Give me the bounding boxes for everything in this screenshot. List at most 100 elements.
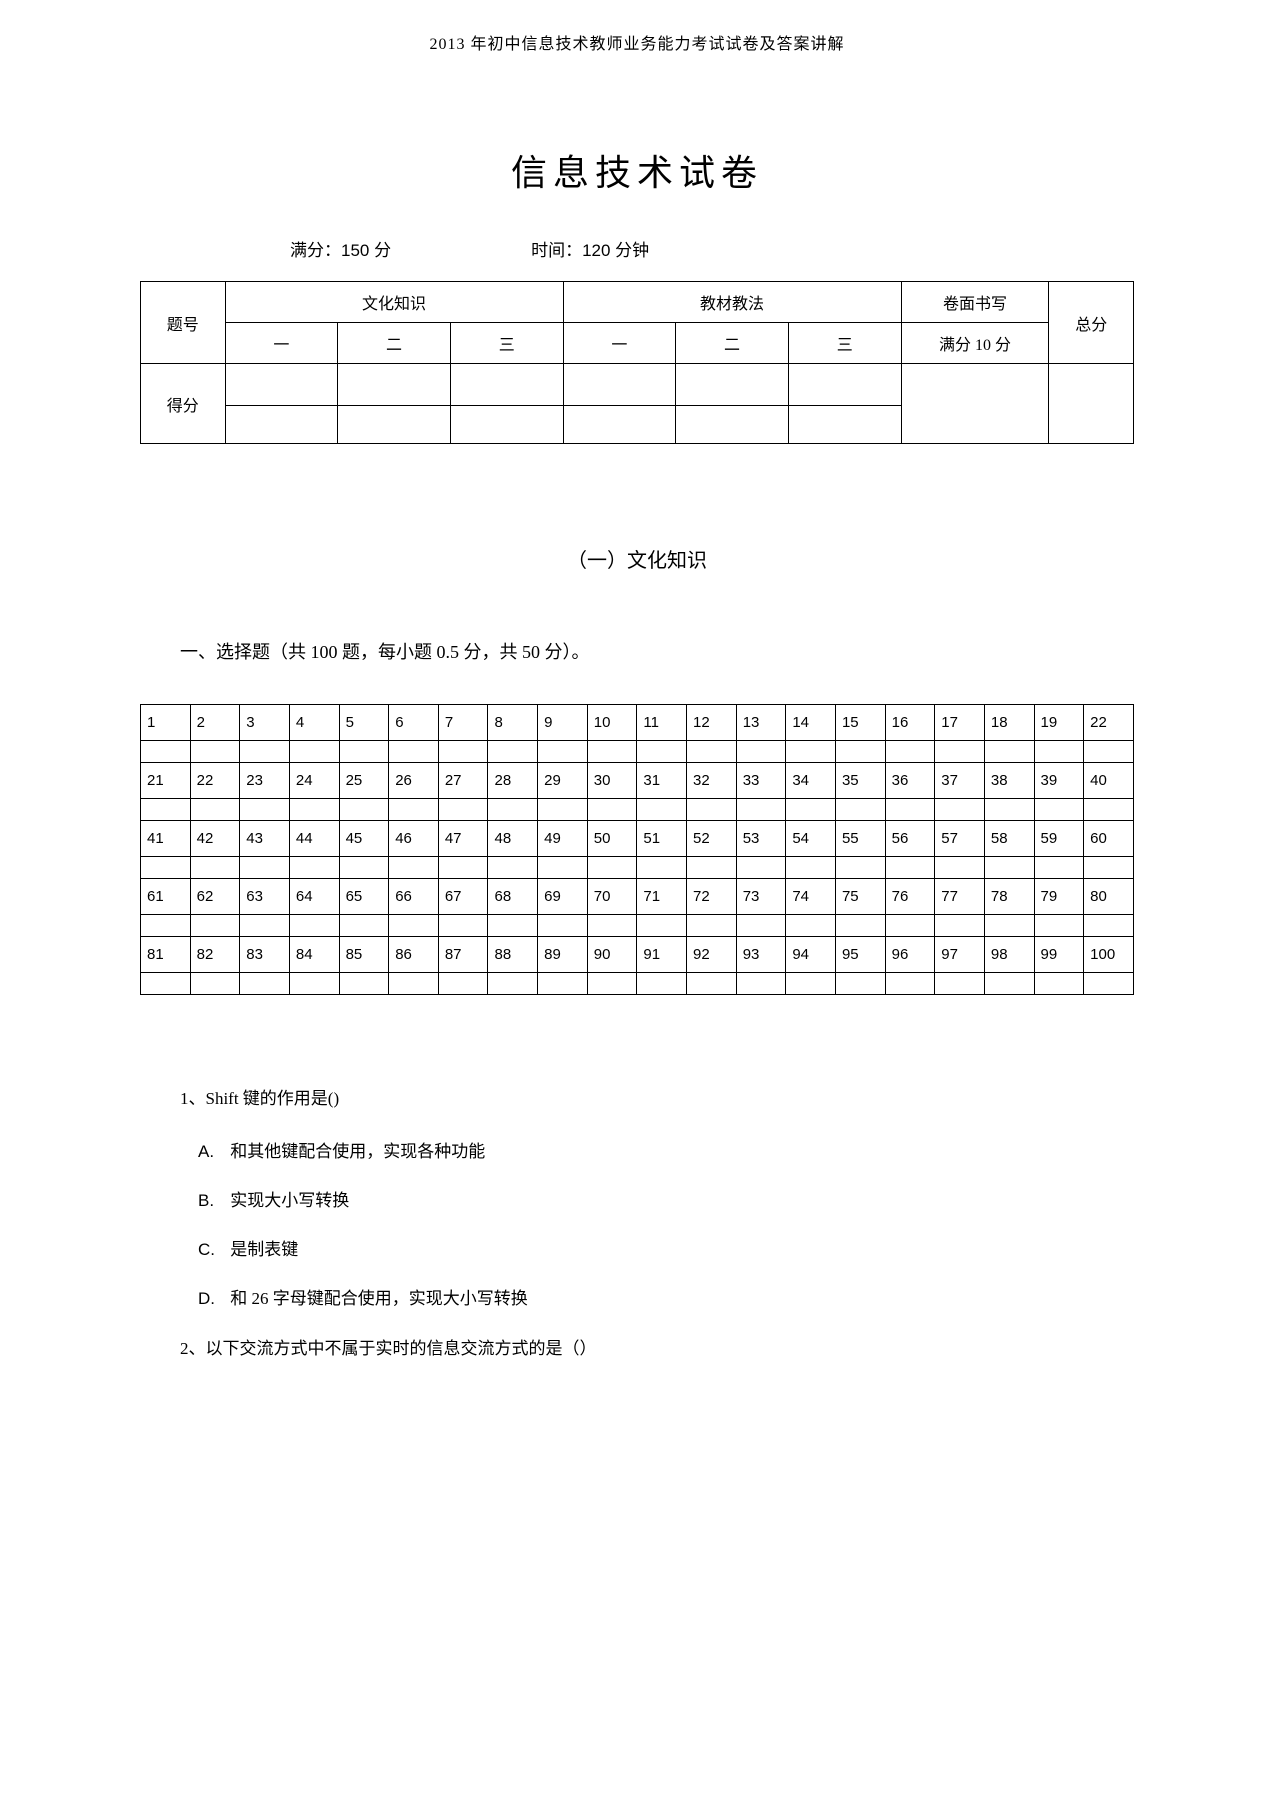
answer-grid-number-cell: 53 bbox=[736, 821, 786, 857]
answer-grid-answer-cell bbox=[935, 741, 985, 763]
answer-grid-number-cell: 38 bbox=[984, 763, 1034, 799]
answer-grid-answer-cell bbox=[984, 857, 1034, 879]
option-text: 是制表键 bbox=[230, 1240, 298, 1259]
answer-grid-answer-cell bbox=[538, 799, 588, 821]
answer-grid-answer-cell bbox=[141, 973, 191, 995]
answer-grid-answer-cell bbox=[141, 799, 191, 821]
answer-grid-number-cell: 73 bbox=[736, 879, 786, 915]
answer-grid-answer-cell bbox=[587, 973, 637, 995]
answer-grid-number-cell: 3 bbox=[240, 705, 290, 741]
answer-grid-answer-cell bbox=[339, 799, 389, 821]
answer-grid-answer-cell bbox=[1084, 973, 1134, 995]
answer-grid-number-cell: 32 bbox=[687, 763, 737, 799]
section-1-title: （一）文化知识 bbox=[140, 544, 1134, 573]
answer-grid-number-cell: 57 bbox=[935, 821, 985, 857]
answer-grid-number-cell: 41 bbox=[141, 821, 191, 857]
answer-grid-answer-cell bbox=[240, 799, 290, 821]
answer-grid-number-cell: 45 bbox=[339, 821, 389, 857]
option-label: D. bbox=[198, 1285, 226, 1312]
answer-grid-answer-cell bbox=[190, 973, 240, 995]
answer-grid-answer-cell bbox=[339, 915, 389, 937]
answer-grid-number-cell: 27 bbox=[438, 763, 488, 799]
answer-grid-number-cell: 99 bbox=[1034, 937, 1084, 973]
answer-grid-number-cell: 72 bbox=[687, 879, 737, 915]
score-table-col-1: 一 bbox=[225, 323, 338, 364]
answer-grid-answer-cell bbox=[141, 857, 191, 879]
answer-grid-number-cell: 19 bbox=[1034, 705, 1084, 741]
answer-grid-answer-cell bbox=[984, 799, 1034, 821]
answer-grid-answer-cell bbox=[389, 973, 439, 995]
answer-grid-number-cell: 23 bbox=[240, 763, 290, 799]
time-label: 时间： bbox=[531, 241, 582, 260]
answer-grid-answer-cell bbox=[538, 973, 588, 995]
answer-grid-answer-cell bbox=[637, 741, 687, 763]
answer-grid-number-cell: 39 bbox=[1034, 763, 1084, 799]
answer-grid-number-cell: 1 bbox=[141, 705, 191, 741]
answer-grid-number-cell: 59 bbox=[1034, 821, 1084, 857]
answer-grid-answer-cell bbox=[984, 915, 1034, 937]
score-cell bbox=[788, 406, 901, 444]
answer-grid-answer-cell bbox=[587, 915, 637, 937]
answer-grid-answer-cell bbox=[736, 915, 786, 937]
answer-grid-answer-cell bbox=[587, 741, 637, 763]
answer-grid-number-cell: 49 bbox=[538, 821, 588, 857]
score-table-col-7: 满分 10 分 bbox=[901, 323, 1049, 364]
answer-grid-number-cell: 100 bbox=[1084, 937, 1134, 973]
answer-grid-answer-cell bbox=[736, 799, 786, 821]
answer-grid-number-cell: 92 bbox=[687, 937, 737, 973]
answer-grid-number-cell: 35 bbox=[835, 763, 885, 799]
full-score-value: 150 分 bbox=[341, 241, 391, 260]
answer-grid-answer-cell bbox=[835, 915, 885, 937]
answer-grid-number-cell: 96 bbox=[885, 937, 935, 973]
answer-grid-number-cell: 11 bbox=[637, 705, 687, 741]
option-text: 实现大小写转换 bbox=[230, 1191, 349, 1210]
answer-grid-answer-cell bbox=[438, 973, 488, 995]
answer-grid-number-cell: 55 bbox=[835, 821, 885, 857]
answer-grid-number-cell: 33 bbox=[736, 763, 786, 799]
score-cell bbox=[563, 364, 676, 406]
answer-grid-number-cell: 78 bbox=[984, 879, 1034, 915]
answer-grid-answer-cell bbox=[289, 973, 339, 995]
question-1-stem: 1、Shift 键的作用是() bbox=[180, 1085, 1094, 1114]
score-cell bbox=[563, 406, 676, 444]
full-score: 满分：150 分 bbox=[290, 236, 391, 261]
answer-grid-number-cell: 9 bbox=[538, 705, 588, 741]
answer-grid-number-cell: 6 bbox=[389, 705, 439, 741]
answer-grid-answer-cell bbox=[637, 799, 687, 821]
answer-grid-answer-cell bbox=[438, 857, 488, 879]
question-1-option-b: B. 实现大小写转换 bbox=[198, 1187, 1094, 1214]
answer-grid-answer-cell bbox=[637, 915, 687, 937]
answer-grid-answer-cell bbox=[935, 915, 985, 937]
score-table-col-2: 二 bbox=[338, 323, 451, 364]
answer-grid-number-cell: 67 bbox=[438, 879, 488, 915]
answer-grid-number-cell: 29 bbox=[538, 763, 588, 799]
answer-grid-number-cell: 52 bbox=[687, 821, 737, 857]
answer-grid-answer-cell bbox=[488, 799, 538, 821]
score-cell bbox=[225, 364, 338, 406]
score-cell bbox=[450, 364, 563, 406]
answer-grid-number-cell: 93 bbox=[736, 937, 786, 973]
answer-grid-answer-cell bbox=[339, 857, 389, 879]
answer-grid-number-cell: 70 bbox=[587, 879, 637, 915]
answer-grid-answer-cell bbox=[687, 857, 737, 879]
answer-grid-number-cell: 56 bbox=[885, 821, 935, 857]
answer-grid-number-cell: 42 bbox=[190, 821, 240, 857]
answer-grid-answer-cell bbox=[438, 799, 488, 821]
score-cell bbox=[901, 364, 1049, 444]
answer-grid-answer-cell bbox=[488, 741, 538, 763]
answer-grid-answer-cell bbox=[637, 973, 687, 995]
main-title: 信息技术试卷 bbox=[140, 144, 1134, 196]
answer-grid-answer-cell bbox=[786, 857, 836, 879]
question-1-option-d: D. 和 26 字母键配合使用，实现大小写转换 bbox=[198, 1285, 1094, 1312]
answer-grid-number-cell: 30 bbox=[587, 763, 637, 799]
answer-grid-number-cell: 4 bbox=[289, 705, 339, 741]
exam-meta: 满分：150 分 时间：120 分钟 bbox=[140, 236, 1134, 261]
question-1-option-c: C. 是制表键 bbox=[198, 1236, 1094, 1263]
answer-grid-answer-cell bbox=[438, 741, 488, 763]
answer-grid-answer-cell bbox=[587, 799, 637, 821]
score-table-col-5: 二 bbox=[676, 323, 789, 364]
answer-grid-answer-cell bbox=[240, 741, 290, 763]
answer-grid-number-cell: 34 bbox=[786, 763, 836, 799]
answer-grid-answer-cell bbox=[289, 915, 339, 937]
answer-grid-number-cell: 15 bbox=[835, 705, 885, 741]
